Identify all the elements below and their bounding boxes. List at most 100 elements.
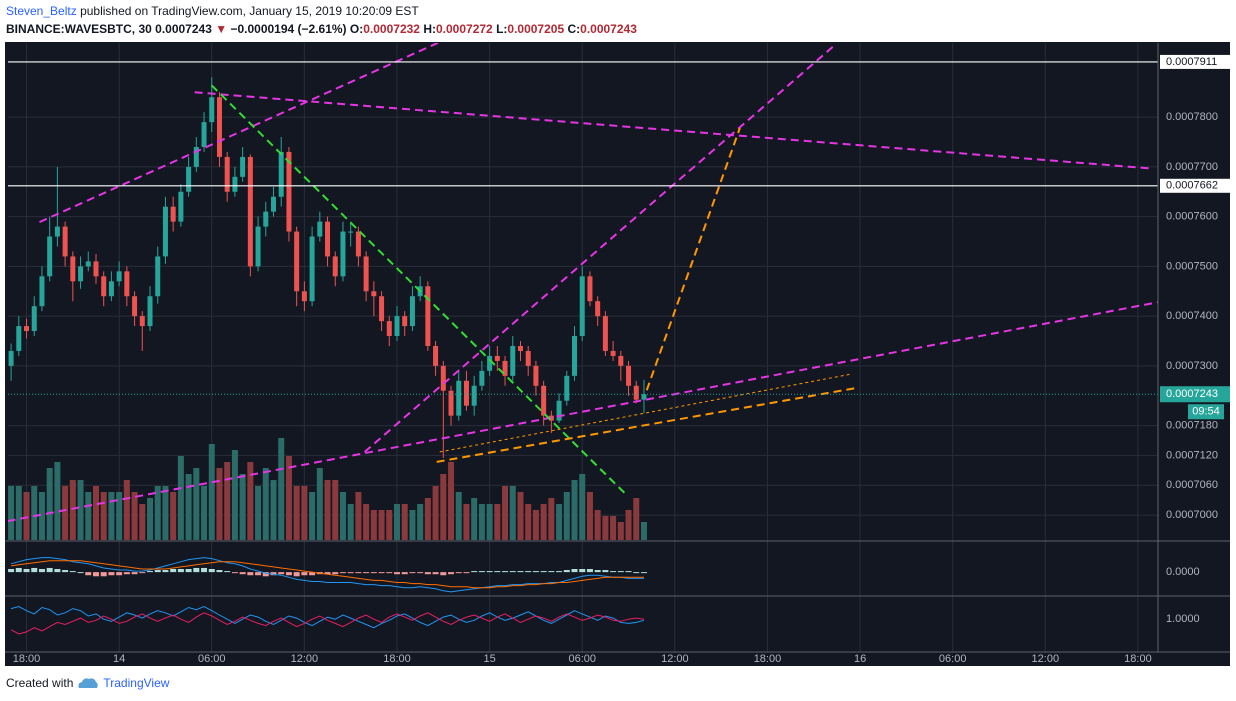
- low-label: L:: [496, 22, 508, 36]
- macd-histogram-bar: [478, 571, 485, 573]
- candle-body: [386, 321, 392, 337]
- volume-bar: [463, 504, 470, 540]
- volume-bar: [370, 510, 377, 540]
- volume-bar: [532, 510, 539, 540]
- macd-histogram-bar: [147, 571, 154, 573]
- macd-histogram-bar: [332, 572, 339, 575]
- volume-bar: [255, 486, 262, 540]
- macd-histogram-bar: [517, 571, 524, 573]
- macd-line: [10, 557, 644, 593]
- oscillator-tick-label: 1.0000: [1166, 613, 1200, 625]
- candle-body: [301, 291, 307, 302]
- macd-histogram-bar: [154, 570, 161, 573]
- candle-body: [178, 191, 184, 222]
- macd-histogram-bar: [633, 572, 640, 574]
- y-tick-label: 0.0007300: [1166, 360, 1218, 372]
- candle-body: [379, 296, 385, 322]
- volume-bar: [77, 480, 84, 540]
- volume-bar: [525, 504, 532, 540]
- footer-text: Created with: [6, 676, 74, 690]
- candle-body: [340, 231, 346, 277]
- volume-bar: [424, 498, 431, 540]
- drawings: [8, 43, 1158, 523]
- candle-body: [209, 97, 215, 123]
- volume-bar: [123, 480, 130, 540]
- macd-histogram-bar: [594, 570, 601, 573]
- x-tick-label: 16: [854, 653, 866, 665]
- candle-body: [572, 336, 578, 376]
- candle-body: [325, 221, 331, 257]
- macd-histogram-bar: [471, 571, 478, 573]
- volume-bar: [417, 504, 424, 540]
- volume-bar: [231, 450, 238, 540]
- candle-body: [517, 345, 523, 351]
- macd-histogram-bar: [417, 572, 424, 574]
- candle-body: [240, 156, 246, 177]
- volume-bar: [586, 492, 593, 540]
- candle-body: [363, 256, 369, 292]
- candle-body: [139, 316, 145, 327]
- candle-body: [16, 326, 22, 351]
- volume-bar: [270, 480, 277, 540]
- macd-histogram-bar: [239, 572, 246, 575]
- volume-bar: [62, 486, 69, 540]
- high-label: H:: [423, 22, 436, 36]
- macd-histogram-bar: [640, 572, 647, 574]
- candle-body: [93, 261, 99, 277]
- volume-bar: [54, 462, 61, 540]
- macd-histogram-bar: [309, 572, 316, 576]
- candle-body: [510, 345, 516, 376]
- candle-body: [247, 156, 253, 267]
- y-tick-label: 0.0007400: [1166, 310, 1218, 322]
- volume-bar: [332, 480, 339, 540]
- volume-bar: [15, 486, 22, 540]
- volume-bar: [324, 480, 331, 540]
- macd-histogram-bar: [201, 567, 208, 573]
- last-price-box: [1160, 386, 1230, 403]
- open-label: O:: [349, 22, 364, 36]
- macd-histogram-bar: [463, 572, 470, 574]
- macd-histogram-bar: [571, 569, 578, 573]
- volume-bar: [617, 522, 624, 540]
- candle-body: [286, 151, 292, 232]
- candle-body: [78, 266, 84, 282]
- macd-histogram-bar: [355, 572, 362, 574]
- volume-bar: [131, 492, 138, 540]
- brand[interactable]: TradingView: [103, 676, 170, 690]
- macd-histogram-bar: [100, 572, 107, 577]
- candle-body: [155, 256, 161, 297]
- macd-histogram-bar: [247, 572, 254, 576]
- x-tick-label: 06:00: [568, 653, 596, 665]
- x-tick-label: 18:00: [383, 653, 411, 665]
- volume-bar: [478, 504, 485, 540]
- author[interactable]: Steven_Beltz: [6, 4, 77, 18]
- signal-line: [11, 560, 644, 589]
- close-value: 0.0007243: [580, 22, 637, 36]
- volume-bar: [316, 468, 323, 540]
- volume-bar: [432, 486, 439, 540]
- macd-histogram-bar: [123, 572, 130, 575]
- volume-bar: [301, 486, 308, 540]
- y-tick-label: 0.0007800: [1166, 111, 1218, 123]
- macd-histogram-bar: [270, 572, 277, 576]
- last-price: 0.0007243: [155, 22, 212, 36]
- volume-bar: [494, 504, 501, 540]
- axes: 18:00 14 06:00 12:00 18:00 15 06:00 12:00 18:00 1…: [13, 111, 1218, 665]
- footer: Created with TradingView: [6, 676, 169, 690]
- candle-body: [494, 355, 500, 361]
- volume-bar: [23, 492, 30, 540]
- macd-histogram-bar: [85, 572, 92, 576]
- candle-body: [440, 365, 446, 391]
- macd-histogram-bar: [339, 572, 346, 574]
- candle-body: [463, 380, 469, 406]
- volume-bar: [116, 492, 123, 540]
- trend-line: [8, 301, 1158, 523]
- candle-body: [471, 385, 477, 406]
- countdown-box: [1188, 404, 1224, 420]
- macd-histogram-bar: [15, 567, 22, 573]
- oscillator-line: [10, 612, 645, 635]
- candle-body: [595, 301, 601, 317]
- candle-body: [409, 296, 415, 327]
- candle-body: [348, 231, 354, 233]
